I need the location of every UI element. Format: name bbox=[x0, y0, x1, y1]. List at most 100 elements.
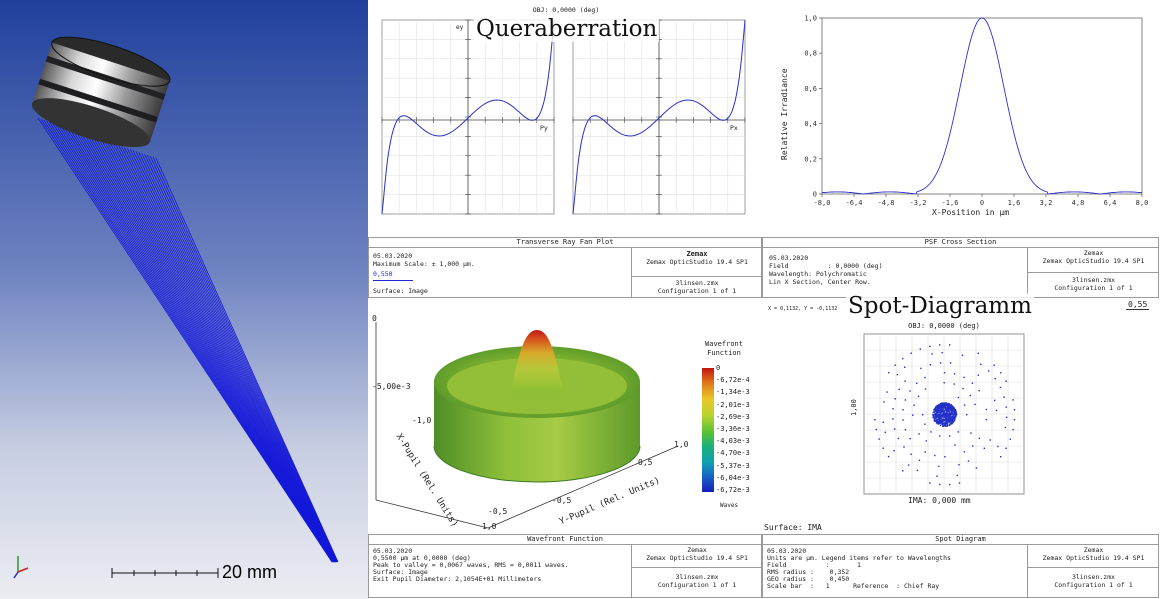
wavefront-map-plot[interactable]: 0 -5,00e-3 -1,0 -0,5 1,0 1,0 0,5 -0,5 X-… bbox=[368, 300, 762, 534]
wavefront-legend-value: -6,72e-3 bbox=[716, 486, 750, 494]
spot-diagram-plot[interactable]: X = 0,1132, Y = -0,1132 0,55 OBJ: 0,0000… bbox=[762, 293, 1161, 534]
psf-xtick: -8,0 bbox=[814, 199, 831, 207]
spot-graph bbox=[863, 333, 1025, 495]
ray-fan-info-panel: Transverse Ray Fan Plot 05.03.2020 Maxim… bbox=[368, 237, 762, 298]
wavefront-legend-value: -1,34e-3 bbox=[716, 388, 750, 397]
spot-surface-label: Surface: IMA bbox=[764, 523, 822, 532]
px-label: Px bbox=[730, 124, 738, 132]
wavefront-file-box: 3linsen.zmx Configuration 1 of 1 bbox=[631, 568, 762, 598]
py-label: Py bbox=[540, 124, 548, 132]
spot-info-5: GEO radius : 0,450 bbox=[767, 575, 850, 583]
ray-fan-date: 05.03.2020 bbox=[373, 252, 413, 260]
spot-info-2: Units are µm. Legend items refer to Wave… bbox=[767, 554, 951, 562]
psf-product: Zemax OpticStudio 19.4 SP1 bbox=[1042, 257, 1145, 265]
spot-file: 3linsen.zmx bbox=[1071, 573, 1116, 581]
ray-fan-config: Configuration 1 of 1 bbox=[657, 287, 737, 295]
wavefront-tick-y3: -0,5 bbox=[552, 496, 572, 505]
ey-label: ey bbox=[456, 24, 464, 31]
ray-fan-wavelength: 0,550 bbox=[373, 270, 393, 278]
spot-ima-label: IMA: 0,000 mm bbox=[908, 496, 971, 505]
lens-barrel bbox=[31, 36, 171, 148]
psf-curve bbox=[821, 17, 1143, 195]
wavefront-legend-value: -2,01e-3 bbox=[716, 400, 750, 409]
wavefront-tick-x2: -0,5 bbox=[488, 507, 508, 516]
wavefront-info-1: 05.03.2020 bbox=[373, 547, 413, 555]
psf-file-box: 3linsen.zmx Configuration 1 of 1 bbox=[1027, 273, 1159, 298]
scale-bar-label: 20 mm bbox=[222, 562, 278, 582]
axis-triad-icon bbox=[13, 556, 29, 579]
wavefront-axes bbox=[375, 322, 679, 529]
wavefront-config: Configuration 1 of 1 bbox=[657, 581, 737, 589]
wavefront-z-top: 0 bbox=[372, 314, 377, 323]
spot-scale-value: 0,55 bbox=[1126, 300, 1150, 310]
wavefront-tick-y2: 0,5 bbox=[638, 458, 653, 467]
psf-ytick: 1,0 bbox=[804, 15, 817, 23]
psf-brand-box: Zemax Zemax OpticStudio 19.4 SP1 bbox=[1027, 247, 1159, 273]
ray-fan-file: 3linsen.zmx bbox=[675, 279, 719, 287]
psf-ytick: 0 bbox=[813, 191, 817, 199]
wavefront-product: Zemax OpticStudio 19.4 SP1 bbox=[646, 554, 748, 562]
spot-brand-box: Zemax Zemax OpticStudio 19.4 SP1 bbox=[1027, 544, 1159, 568]
wavefront-legend-value: -5,37e-3 bbox=[716, 461, 750, 470]
psf-info-panel: PSF Cross Section 05.03.2020 Field : 0,0… bbox=[762, 237, 1159, 298]
wavefront-legend-value: -6,72e-4 bbox=[716, 376, 750, 385]
psf-info-1: 05.03.2020 bbox=[769, 254, 809, 262]
wavefront-colorbar bbox=[702, 368, 714, 492]
wavefront-info-5: Exit Pupil Diameter: 2,1054E+01 Millimet… bbox=[373, 575, 542, 583]
queraberration-title: Queraberration bbox=[474, 16, 660, 42]
spot-info-1: 05.03.2020 bbox=[767, 547, 807, 555]
wavefront-legend-labels: 0 -6,72e-4 -1,34e-3 -2,01e-3 -2,69e-3 -3,36e-… bbox=[716, 364, 762, 496]
wavefront-z-mid: -5,00e-3 bbox=[372, 382, 411, 391]
psf-info-3: Wavelength: Polychromatic bbox=[769, 270, 867, 278]
wavefront-legend-value: -4,70e-3 bbox=[716, 449, 750, 458]
wavefront-info-panel: Wavefront Function 05.03.2020 0,5500 µm … bbox=[368, 534, 762, 598]
psf-xtick: 1,6 bbox=[1008, 199, 1021, 207]
3d-layout-viewport[interactable]: 20 mm bbox=[0, 0, 368, 599]
wavefront-legend-unit: Waves bbox=[720, 502, 739, 509]
spot-diagramm-title: Spot-Diagramm bbox=[846, 293, 1034, 319]
ray-fan-brand: Zemax bbox=[686, 250, 708, 258]
fan-curve-px bbox=[572, 19, 746, 215]
psf-ytick: 0,8 bbox=[804, 50, 817, 58]
psf-brand: Zemax bbox=[1083, 249, 1104, 257]
wavefront-legend-value: -6,04e-3 bbox=[716, 473, 750, 482]
psf-panel-title: PSF Cross Section bbox=[763, 238, 1158, 248]
spot-info-4: RMS radius : 0,352 bbox=[767, 568, 850, 576]
psf-xlabel: X-Position in µm bbox=[932, 208, 1010, 217]
wavefront-legend-title: Wavefront Function bbox=[705, 340, 743, 357]
wavefront-info-2: 0,5500 µm at 0,0000 (deg) bbox=[373, 554, 471, 562]
wavefront-legend-value: -4,03e-3 bbox=[716, 437, 750, 446]
spot-brand: Zemax bbox=[1083, 546, 1104, 554]
psf-ytick: 0,2 bbox=[804, 155, 817, 163]
spot-info-3: Field : 1 bbox=[767, 561, 861, 569]
spot-product: Zemax OpticStudio 19.4 SP1 bbox=[1042, 554, 1145, 562]
psf-xtick: 4,8 bbox=[1072, 199, 1085, 207]
psf-config: Configuration 1 of 1 bbox=[1054, 284, 1133, 292]
spot-points bbox=[874, 344, 1016, 486]
ray-fan-graphs bbox=[381, 19, 746, 215]
ray-fan-plot[interactable]: OBJ: 0,0000 (deg) ey ex Py Px Queraberra… bbox=[370, 0, 762, 237]
spot-coord-readout: X = 0,1132, Y = -0,1132 bbox=[768, 306, 838, 312]
spot-config: Configuration 1 of 1 bbox=[1054, 581, 1133, 589]
wavefront-tick-y1: 1,0 bbox=[482, 522, 497, 531]
psf-info-4: Lin X Section, Center Row. bbox=[769, 278, 871, 286]
wavefront-brand: Zemax bbox=[687, 546, 707, 554]
psf-cross-section-plot[interactable]: 1,0 0,8 0,6 0,4 0,2 0 -8,0 -6,4 -4,8 -3,2 -1,6 0 1,6… bbox=[762, 0, 1161, 237]
wavelength-line bbox=[373, 280, 413, 281]
ray-fan-file-box: 3linsen.zmx Configuration 1 of 1 bbox=[631, 277, 762, 298]
psf-xtick: -1,6 bbox=[942, 199, 959, 207]
psf-ylabel: Relative Irradiance bbox=[780, 68, 789, 160]
spot-side-label: 1,00 bbox=[850, 399, 858, 416]
ray-fan-product: Zemax OpticStudio 19.4 SP1 bbox=[646, 258, 748, 266]
wavefront-tick-x1: -1,0 bbox=[412, 416, 432, 425]
psf-info-2: Field : 0,0000 (deg) bbox=[769, 262, 883, 270]
psf-file: 3linsen.zmx bbox=[1071, 276, 1116, 284]
ray-fan-brand-box: Zemax Zemax OpticStudio 19.4 SP1 bbox=[631, 247, 762, 277]
wavefront-legend-value: -3,36e-3 bbox=[716, 425, 750, 433]
layout-drawing bbox=[13, 36, 339, 579]
psf-ytick: 0,4 bbox=[804, 120, 817, 128]
psf-xtick: -6,4 bbox=[846, 199, 863, 207]
wavefront-info-4: Surface: Image bbox=[373, 568, 428, 576]
ray-fan-max-scale: Maximum Scale: ± 1,000 µm. bbox=[373, 260, 475, 268]
spot-info-6: Scale bar : 1 Reference : Chief Ray bbox=[767, 582, 940, 590]
